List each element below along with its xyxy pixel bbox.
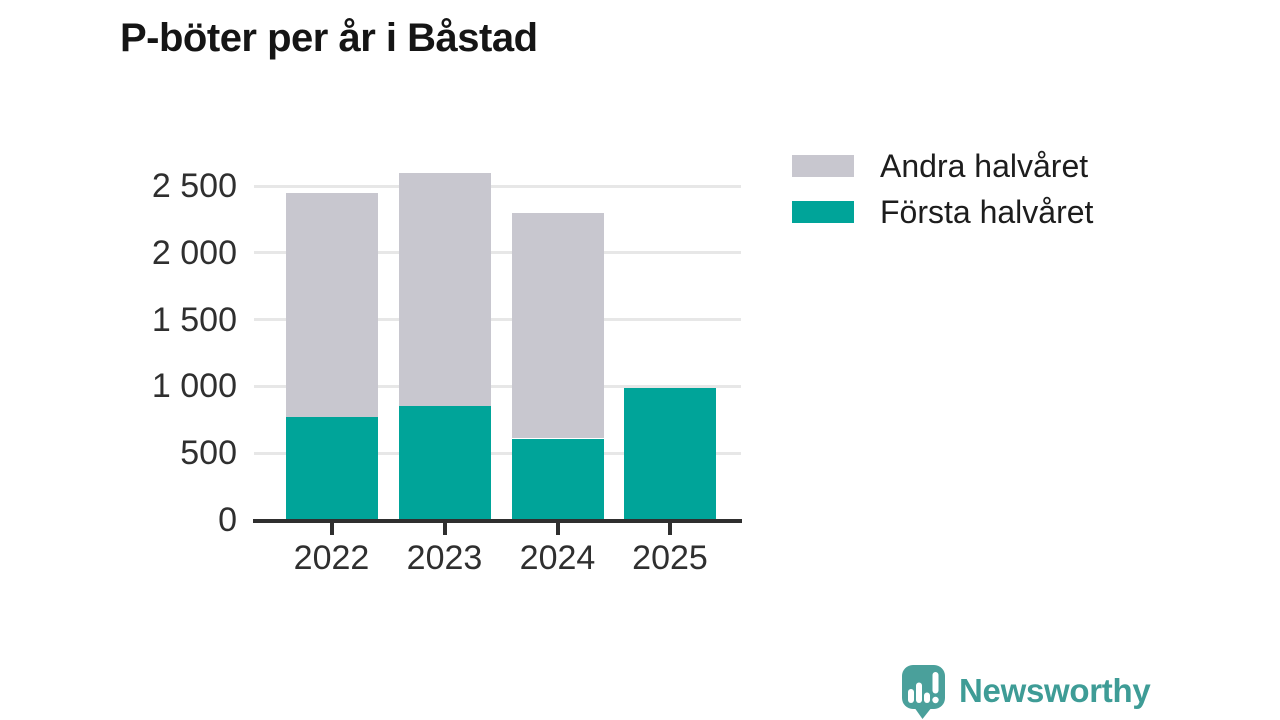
gridline xyxy=(254,384,741,388)
bar-2022-second-half xyxy=(285,192,378,418)
y-axis-tick-label: 1 500 xyxy=(151,300,237,339)
x-axis-tick-label-2023: 2023 xyxy=(406,539,483,577)
gridline xyxy=(254,251,741,255)
bar-2022-first-half xyxy=(285,417,378,520)
brand-logo: Newsworthy xyxy=(898,662,1151,720)
legend-item-forsta-halvaret: Första halvåret xyxy=(792,193,1094,230)
x-axis-tick-label-2022: 2022 xyxy=(293,539,370,577)
gridline xyxy=(254,451,741,455)
brand-name: Newsworthy xyxy=(959,672,1151,709)
bar-2023-first-half xyxy=(398,405,491,520)
x-axis-tick-label-2024: 2024 xyxy=(519,539,596,577)
bar-2023-second-half xyxy=(398,172,491,406)
x-axis-tick-2024 xyxy=(555,523,560,535)
newsworthy-logo-icon xyxy=(902,665,945,719)
y-axis-tick-label: 2 000 xyxy=(151,233,237,272)
chart-title: P-böter per år i Båstad xyxy=(120,16,538,60)
x-axis-tick-2022 xyxy=(329,523,334,535)
x-axis-line xyxy=(253,519,742,523)
gridline xyxy=(254,318,741,322)
bar-2025-first-half xyxy=(624,387,716,520)
legend-label-forsta-halvaret: Första halvåret xyxy=(880,193,1094,230)
bar-2024-first-half xyxy=(511,438,604,520)
legend-label-andra-halvaret: Andra halvåret xyxy=(880,147,1089,184)
legend-item-andra-halvaret: Andra halvåret xyxy=(792,147,1093,184)
x-axis-tick-label-2025: 2025 xyxy=(632,539,708,577)
bar-2024-second-half xyxy=(511,212,604,439)
y-axis-tick-label: 0 xyxy=(218,501,237,539)
y-axis-tick-label: 500 xyxy=(180,434,237,473)
gridline xyxy=(254,184,741,188)
x-axis-tick-2025 xyxy=(668,523,672,535)
legend-swatch-andra-halvaret xyxy=(792,155,854,177)
legend: Andra halvåret Första halvåret xyxy=(792,147,1094,242)
legend-swatch-forsta-halvaret xyxy=(792,201,854,223)
y-axis-tick-label: 1 000 xyxy=(151,367,237,406)
y-axis-tick-label: 2 500 xyxy=(151,167,237,205)
x-axis-tick-2023 xyxy=(442,523,447,535)
